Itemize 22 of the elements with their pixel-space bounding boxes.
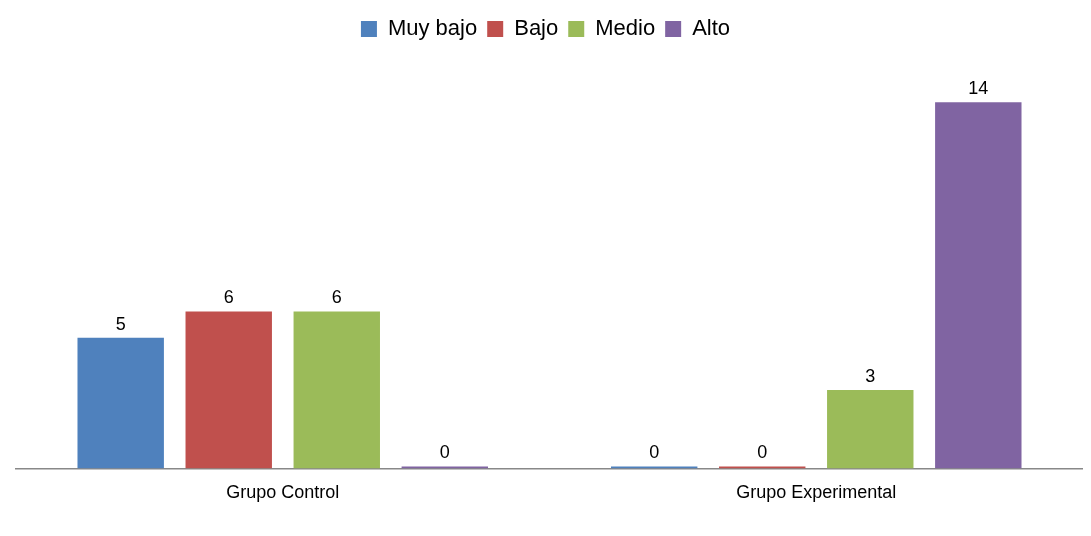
bar	[935, 102, 1022, 469]
bar	[401, 466, 489, 469]
data-label: 0	[649, 442, 660, 463]
legend-label: Muy bajo	[387, 15, 478, 41]
data-label: 0	[439, 442, 450, 463]
x-tick-label: Grupo Control	[226, 482, 340, 503]
bar	[77, 337, 164, 469]
data-label: 3	[865, 365, 876, 386]
data-label: 5	[115, 313, 126, 334]
data-label: 6	[223, 287, 234, 308]
data-label: 14	[968, 78, 989, 99]
legend-label: Medio	[595, 15, 656, 41]
bar	[719, 466, 806, 469]
bar	[827, 389, 914, 469]
bar	[185, 311, 272, 469]
legend-label: Bajo	[514, 15, 559, 41]
bar	[610, 466, 698, 469]
x-tick-label: Grupo Experimental	[736, 482, 897, 503]
bar	[293, 311, 380, 469]
legend-label: Alto	[692, 15, 731, 41]
data-label: 0	[757, 442, 768, 463]
data-label: 6	[331, 287, 342, 308]
